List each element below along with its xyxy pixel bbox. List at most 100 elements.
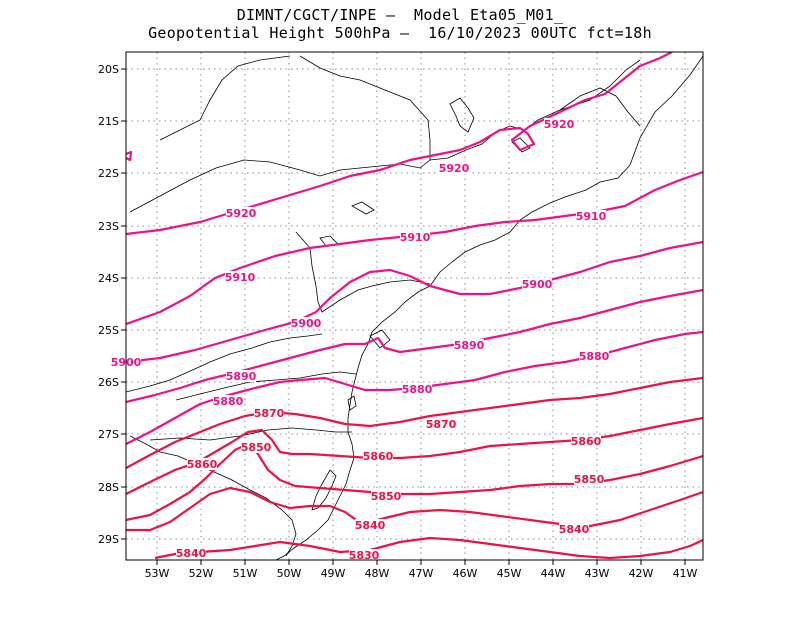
contour-5870: [126, 376, 703, 469]
contour-label-bg: [226, 370, 256, 382]
lat-tick-label: 28S: [98, 481, 119, 494]
contour-label: 5910: [400, 231, 431, 244]
lon-tick-label: 45W: [497, 567, 522, 580]
reservoir-2: [351, 201, 375, 215]
contour-5920: [126, 150, 133, 162]
contour-label-bg: [291, 317, 321, 329]
paranagua-bay: [369, 329, 391, 349]
contour-label-bg: [226, 207, 256, 219]
contour-label: 5860: [187, 458, 218, 471]
lon-tick-label: 52W: [189, 567, 214, 580]
lat-tick-label: 25S: [98, 324, 119, 337]
go-ms-border: [299, 55, 431, 160]
lon-tick-label: 46W: [453, 567, 478, 580]
contour-label-bg: [426, 418, 456, 430]
contour-label: 5880: [579, 350, 610, 363]
contour-5890: [126, 288, 703, 404]
coastline: [275, 55, 703, 560]
contour-label-bg: [544, 118, 574, 130]
lon-tick-label: 53W: [145, 567, 170, 580]
lon-tick-label: 48W: [365, 567, 390, 580]
contour-label: 5890: [454, 339, 485, 352]
contour-label: 5830: [349, 549, 380, 562]
contour-label: 5850: [241, 441, 272, 454]
contour-label-bg: [371, 490, 401, 502]
height-contours: [126, 52, 703, 560]
sc-coast-islands: [347, 395, 357, 411]
contour-label-bg: [176, 547, 206, 559]
contour-label-bg: [400, 231, 430, 243]
contour-label: 5920: [544, 118, 575, 131]
contour-label: 5850: [371, 490, 402, 503]
graticule: [126, 52, 703, 560]
contour-label-bg: [241, 441, 271, 453]
contour-label-bg: [522, 278, 552, 290]
contour-label-bg: [579, 350, 609, 362]
lat-tick-label: 21S: [98, 115, 119, 128]
contour-label: 5860: [363, 450, 394, 463]
contour-label: 5910: [225, 271, 256, 284]
contour-label: 5890: [226, 370, 257, 383]
paraguay-border: [126, 333, 323, 393]
contour-label: 5910: [576, 210, 607, 223]
state-border-sc-rs: [149, 427, 352, 441]
contour-label-bg: [571, 435, 601, 447]
plot-frame: [125, 51, 704, 561]
contour-label: 5880: [402, 383, 433, 396]
lon-tick-label: 41W: [673, 567, 698, 580]
contour-5850: [126, 442, 703, 522]
contour-label-bg: [454, 339, 484, 351]
contour-label-bg: [363, 450, 393, 462]
contour-5910: [126, 170, 703, 326]
contour-label-bg: [576, 210, 606, 222]
lat-tick-label: 24S: [98, 272, 119, 285]
contour-5900: [126, 240, 703, 364]
lon-tick-label: 42W: [629, 567, 654, 580]
contour-label: 5840: [559, 523, 590, 536]
contour-label-bg: [559, 523, 589, 535]
contour-label: 5900: [522, 278, 553, 291]
contour-label-bg: [187, 458, 217, 470]
contour-label-bg: [402, 383, 432, 395]
lon-tick-label: 49W: [321, 567, 346, 580]
state-border-pr-sc: [175, 371, 357, 401]
state-border-pr-north: [295, 231, 431, 313]
lon-tick-label: 51W: [233, 567, 258, 580]
lon-tick-label: 47W: [409, 567, 434, 580]
contour-label: 5840: [355, 519, 386, 532]
lat-tick-label: 23S: [98, 220, 119, 233]
contour-label-bg: [439, 162, 469, 174]
reservoir-1: [449, 97, 475, 133]
lat-tick-label: 20S: [98, 63, 119, 76]
ms-west-border: [159, 55, 291, 141]
lon-tick-label: 44W: [541, 567, 566, 580]
lat-tick-label: 27S: [98, 428, 119, 441]
contour-labels: 5920592059205910591059105900590059005890…: [111, 118, 610, 562]
contour-label-bg: [574, 473, 604, 485]
map-title: DIMNT/CGCT/INPE – Model Eta05_M01_ Geopo…: [0, 6, 800, 42]
contour-label: 5920: [226, 207, 257, 220]
lat-tick-label: 29S: [98, 533, 119, 546]
contour-label: 5840: [176, 547, 207, 560]
contour-label: 5850: [574, 473, 605, 486]
contour-label: 5860: [571, 435, 602, 448]
lon-tick-label: 43W: [585, 567, 610, 580]
contour-label: 5870: [254, 407, 285, 420]
contour-label: 5920: [439, 162, 470, 175]
lon-tick-label: 50W: [277, 567, 302, 580]
lat-tick-label: 22S: [98, 167, 119, 180]
contour-label: 5880: [213, 395, 244, 408]
contour-5860: [126, 416, 703, 495]
contour-label: 5900: [291, 317, 322, 330]
title-line-2: Geopotential Height 500hPa – 16/10/2023 …: [148, 24, 652, 42]
contour-label-bg: [254, 407, 284, 419]
contour-label-bg: [349, 549, 379, 561]
state-border-mg-sp: [429, 59, 641, 161]
lat-tick-label: 26S: [98, 376, 119, 389]
contour-5920: [126, 52, 673, 236]
contour-label-bg: [213, 395, 243, 407]
argentina-border: [129, 435, 297, 557]
contour-label-bg: [225, 271, 255, 283]
contour-5830: [154, 536, 703, 560]
